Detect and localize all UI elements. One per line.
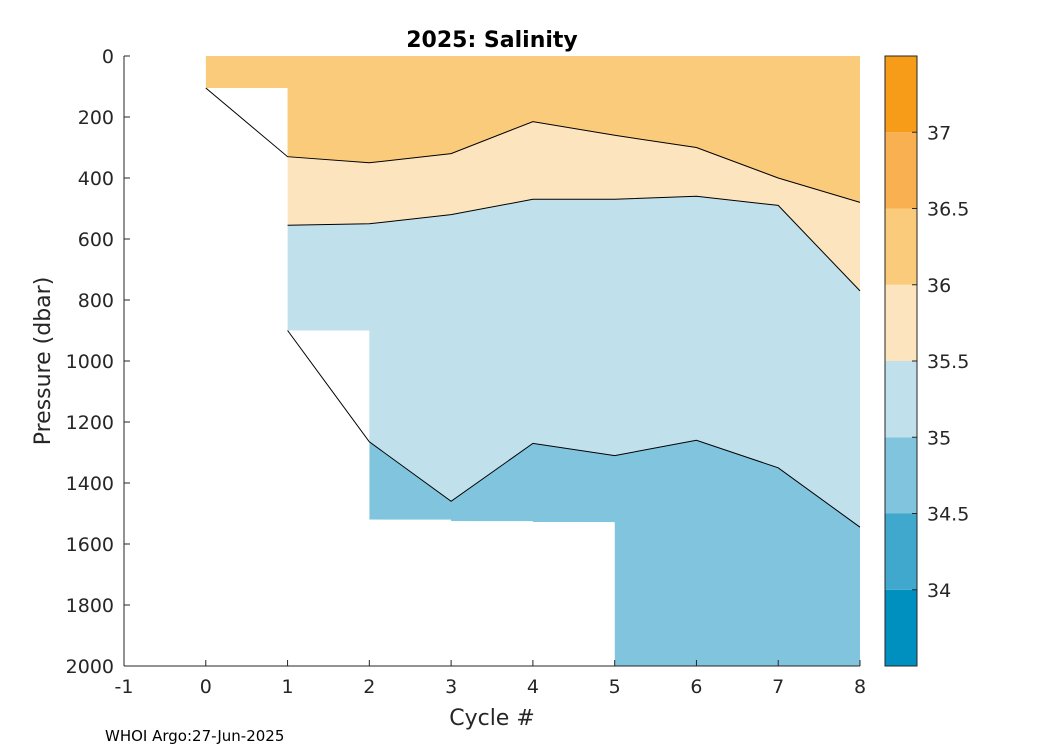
y-tick-label: 1800 [66, 595, 114, 617]
colorbar-ticks: 34 34.5 35 35.5 36 36.5 37 [912, 122, 969, 602]
colorbar-band-34 [885, 513, 917, 590]
y-axis-label: Pressure (dbar) [31, 277, 56, 446]
y-tick-label: 200 [78, 107, 114, 129]
colorbar-band-37 [885, 56, 917, 133]
colorbar: 34 34.5 35 35.5 36 36.5 37 [884, 55, 969, 667]
contour-line-36 [205, 87, 861, 203]
colorbar-band-35.5 [885, 284, 917, 361]
no-data-region [369, 519, 452, 666]
y-tick-label: 1200 [66, 412, 114, 434]
y-tick-label: 400 [78, 168, 114, 190]
colorbar-band-35 [885, 361, 917, 438]
x-tick-label: 4 [527, 676, 539, 698]
y-tick-label: 600 [78, 229, 114, 251]
y-axis-ticks: 0 200 400 600 800 1000 1200 1400 1600 1800 2000 [66, 46, 130, 678]
colorbar-band-36 [885, 208, 917, 285]
contour-line-layer [205, 87, 861, 528]
colorbar-tick-label: 35.5 [927, 351, 969, 373]
x-tick-label: 1 [282, 676, 294, 698]
x-tick-label: 7 [772, 676, 784, 698]
no-data-region [205, 88, 288, 666]
x-axis-label: Cycle # [449, 706, 535, 731]
salinity-band-35.5-36 [287, 121, 861, 291]
x-tick-label: 2 [363, 676, 375, 698]
y-tick-label: 2000 [66, 656, 114, 678]
y-tick-label: 1600 [66, 534, 114, 556]
colorbar-tick-label: 36 [927, 275, 951, 297]
x-tick-label: 6 [690, 676, 702, 698]
footer-credit: WHOI Argo:27-Jun-2025 [105, 727, 284, 745]
x-tick-label: 0 [200, 676, 212, 698]
contour-line-35 [287, 330, 861, 528]
colorbar-bands [885, 56, 917, 666]
axes: -1 0 1 2 3 4 5 6 7 8 0 200 400 600 800 1000 1200 1400 160… [66, 46, 866, 698]
no-data-region [532, 522, 615, 666]
x-tick-label: 3 [445, 676, 457, 698]
x-axis-ticks: -1 0 1 2 3 4 5 6 7 8 [115, 660, 866, 698]
colorbar-tick-label: 34.5 [927, 504, 969, 526]
colorbar-tick-label: 36.5 [927, 199, 969, 221]
x-tick-label: 5 [609, 676, 621, 698]
chart-title: 2025: Salinity [406, 28, 578, 53]
colorbar-tick-label: 34 [927, 580, 951, 602]
salinity-band-36-36.5 [205, 56, 861, 203]
salinity-band-34.5-35 [369, 440, 860, 666]
y-tick-label: 1000 [66, 351, 114, 373]
salinity-fill-layer [124, 56, 861, 666]
y-tick-label: 0 [102, 46, 114, 68]
no-data-region [451, 521, 533, 666]
contour-line-35.5 [287, 195, 861, 292]
no-data-region [287, 330, 370, 666]
salinity-band-35-35.5 [287, 196, 861, 528]
x-tick-label: -1 [115, 676, 134, 698]
colorbar-band-36.5 [885, 132, 917, 209]
colorbar-band-34.5 [885, 437, 917, 514]
no-data-region [124, 56, 206, 666]
x-tick-label: 8 [854, 676, 866, 698]
y-tick-label: 800 [78, 290, 114, 312]
colorbar-band-33.5 [885, 589, 917, 666]
colorbar-tick-label: 37 [927, 122, 951, 144]
y-tick-label: 1400 [66, 473, 114, 495]
plot-area [124, 56, 861, 666]
colorbar-tick-label: 35 [927, 427, 951, 449]
